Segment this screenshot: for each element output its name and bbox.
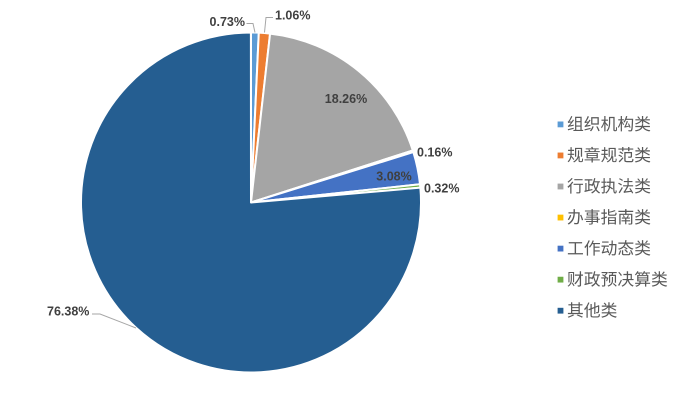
svg-text:18.26%: 18.26% (325, 92, 367, 106)
svg-text:0.16%: 0.16% (417, 146, 452, 160)
svg-text:76.38%: 76.38% (47, 305, 89, 319)
svg-text:3.08%: 3.08% (376, 170, 411, 184)
svg-text:0.73%: 0.73% (210, 15, 245, 29)
svg-text:0.32%: 0.32% (424, 182, 459, 196)
svg-text:1.06%: 1.06% (275, 9, 310, 23)
